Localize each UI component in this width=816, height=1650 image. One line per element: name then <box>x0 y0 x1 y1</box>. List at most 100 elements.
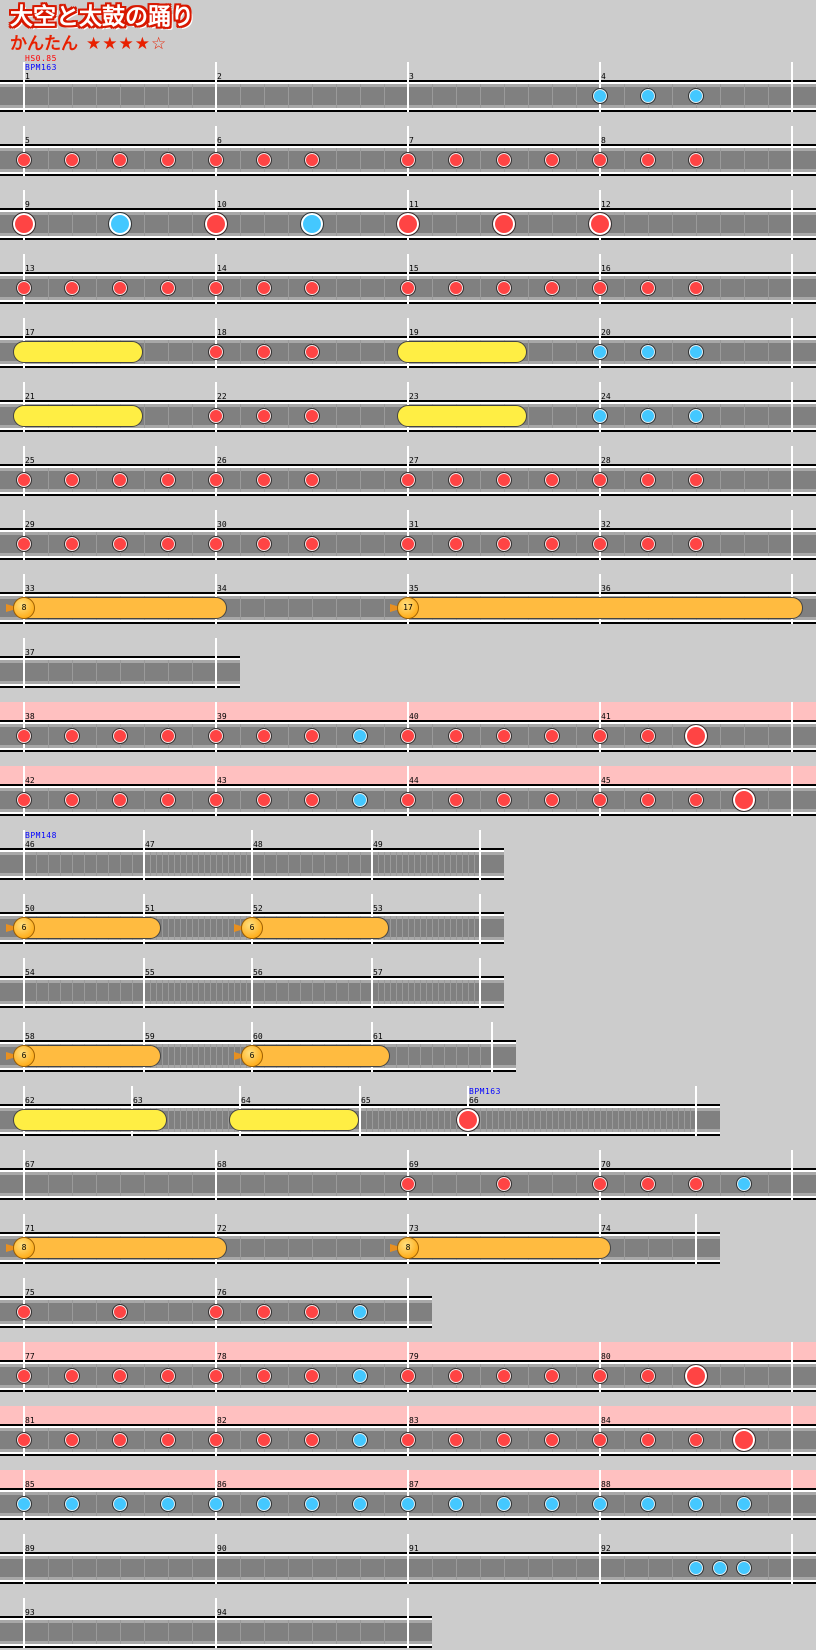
beat-gridline <box>360 1556 361 1580</box>
chart-row: 21 22 23 24 <box>0 382 816 434</box>
beat-gridline <box>288 596 289 620</box>
drumroll <box>13 1109 167 1131</box>
lane-bottom-border <box>0 1070 516 1072</box>
beat-gridline <box>648 1108 649 1132</box>
beat-gridline <box>228 852 229 876</box>
beat-gridline <box>300 980 301 1004</box>
beat-gridline <box>168 916 169 940</box>
beat-gridline <box>432 852 433 876</box>
beat-gridline <box>666 1108 667 1132</box>
measure-number: 93 <box>25 1608 35 1617</box>
ka-note <box>712 1560 728 1576</box>
barline <box>251 830 253 880</box>
beat-gridline <box>48 1300 49 1324</box>
measure-number: 92 <box>601 1544 611 1553</box>
beat-gridline <box>120 660 121 684</box>
bpm-change-label: BPM148 <box>25 831 57 840</box>
don-note <box>400 280 416 296</box>
beat-gridline <box>672 1556 673 1580</box>
don-note <box>448 280 464 296</box>
don-note <box>208 280 224 296</box>
barline <box>407 1534 409 1584</box>
measure-number: 16 <box>601 264 611 273</box>
measure-number: 4 <box>601 72 606 81</box>
lane-top-highlight <box>0 1234 720 1236</box>
ka-note <box>640 88 656 104</box>
beat-gridline <box>96 212 97 236</box>
beat-gridline <box>720 212 721 236</box>
beat-gridline <box>504 1108 505 1132</box>
don-note <box>160 1432 176 1448</box>
barline <box>407 254 409 304</box>
measure-number: 35 <box>409 584 419 593</box>
ka-note <box>64 1496 80 1512</box>
beat-gridline <box>378 852 379 876</box>
beat-gridline <box>300 852 301 876</box>
beat-gridline <box>384 1556 385 1580</box>
barline <box>143 830 145 880</box>
don-note <box>592 1176 608 1192</box>
don-note <box>64 280 80 296</box>
measure-number: 90 <box>217 1544 227 1553</box>
beat-gridline <box>186 1108 187 1132</box>
barline <box>407 1342 409 1392</box>
beat-gridline <box>48 852 49 876</box>
beat-gridline <box>552 340 553 364</box>
beat-gridline <box>96 1556 97 1580</box>
beat-gridline <box>432 916 433 940</box>
measure-number: 67 <box>25 1160 35 1169</box>
don-note <box>256 280 272 296</box>
beat-gridline <box>624 1172 625 1196</box>
beat-gridline <box>624 404 625 428</box>
beat-gridline <box>546 1108 547 1132</box>
measure-number: 2 <box>217 72 222 81</box>
barline <box>407 126 409 176</box>
don-note <box>688 472 704 488</box>
barline <box>407 446 409 496</box>
beat-gridline <box>630 1108 631 1132</box>
measure-number: 64 <box>241 1096 251 1105</box>
beat-gridline <box>264 980 265 1004</box>
beat-gridline <box>288 980 289 1004</box>
barline <box>23 1470 25 1520</box>
beat-gridline <box>132 980 133 1004</box>
beat-gridline <box>72 1300 73 1324</box>
beat-gridline <box>288 724 289 748</box>
beat-gridline <box>612 1108 613 1132</box>
beat-gridline <box>168 84 169 108</box>
barline <box>407 766 409 816</box>
measure-number: 54 <box>25 968 35 977</box>
beat-gridline <box>384 1108 385 1132</box>
beat-gridline <box>468 916 469 940</box>
beat-gridline <box>240 404 241 428</box>
measure-number: 46 <box>25 840 35 849</box>
balloon-tail-icon <box>6 924 14 932</box>
beat-gridline <box>768 1492 769 1516</box>
measure-number: 38 <box>25 712 35 721</box>
beat-gridline <box>222 1108 223 1132</box>
beat-gridline <box>48 276 49 300</box>
beat-gridline <box>162 1044 163 1068</box>
don-note <box>256 728 272 744</box>
beat-gridline <box>744 532 745 556</box>
ka-note <box>16 1496 32 1512</box>
beat-gridline <box>96 468 97 492</box>
beat-gridline <box>48 980 49 1004</box>
measure-number: 14 <box>217 264 227 273</box>
measure-number: 13 <box>25 264 35 273</box>
beat-gridline <box>480 788 481 812</box>
beat-gridline <box>474 980 475 1004</box>
don-note <box>400 1176 416 1192</box>
don-note <box>112 1304 128 1320</box>
don-note <box>448 472 464 488</box>
beat-gridline <box>444 852 445 876</box>
beat-gridline <box>240 852 241 876</box>
beat-gridline <box>414 980 415 1004</box>
beat-gridline <box>48 660 49 684</box>
lane-bottom-highlight <box>0 1260 720 1262</box>
big-don-note <box>684 724 708 748</box>
barline <box>215 510 217 560</box>
don-note <box>304 1304 320 1320</box>
beat-gridline <box>624 212 625 236</box>
measure-number: 37 <box>25 648 35 657</box>
